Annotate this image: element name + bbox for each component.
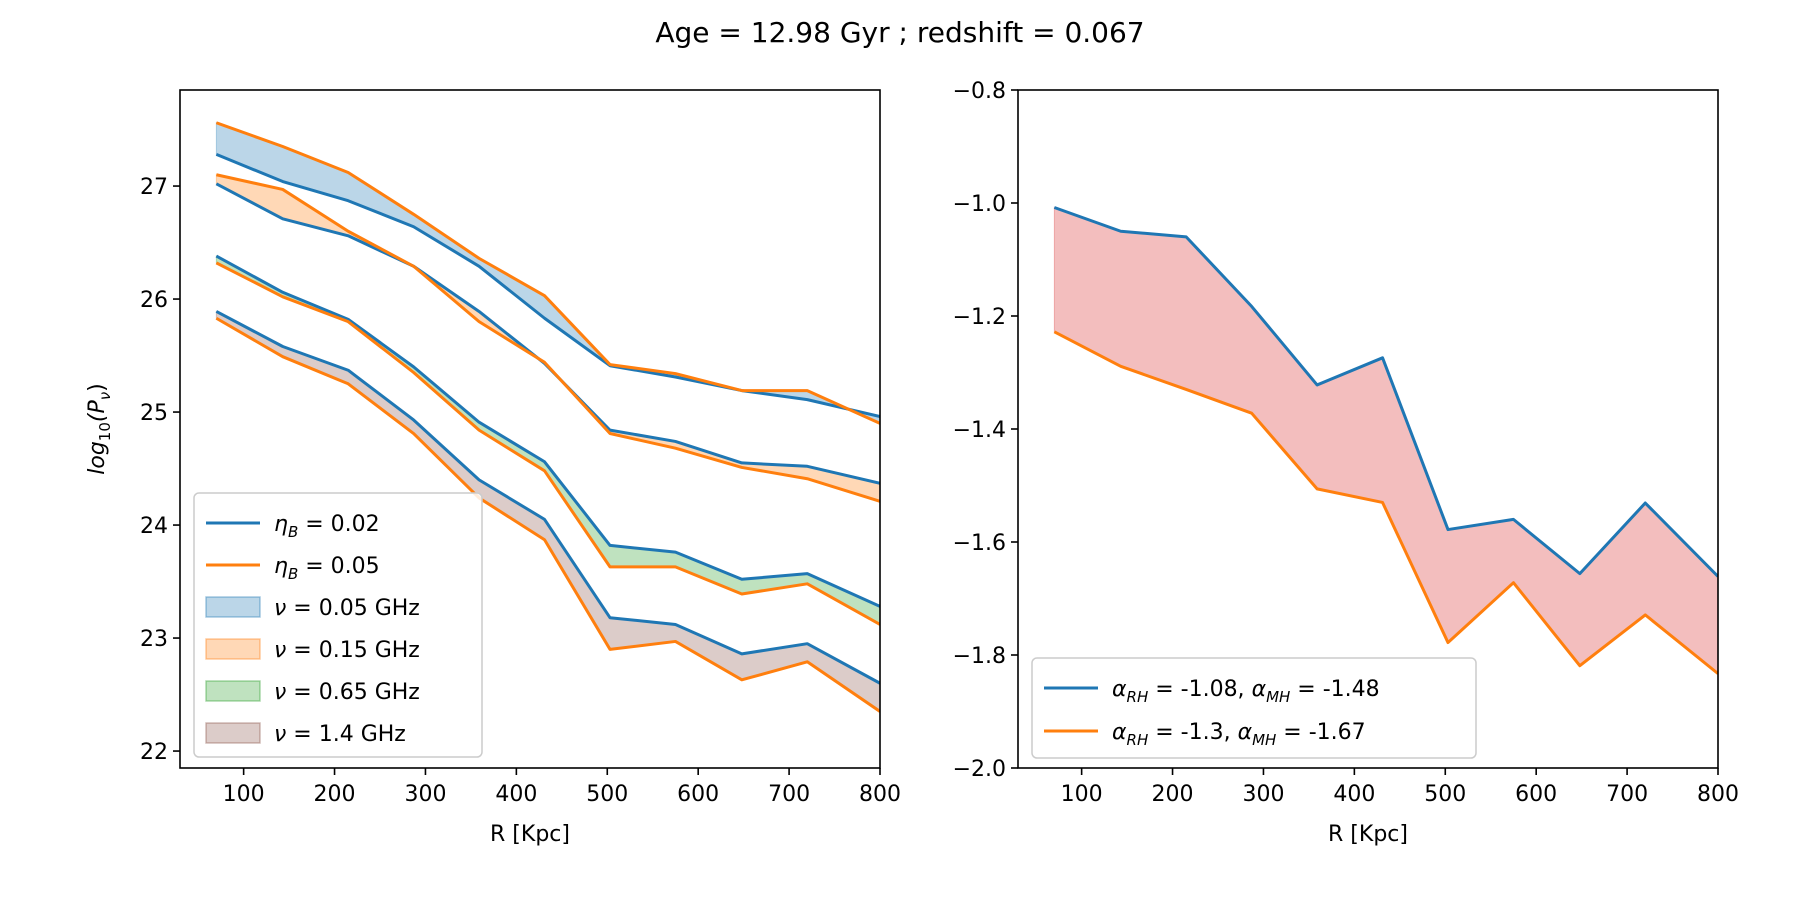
series-line-0-7: [215, 316, 880, 713]
x-tick-label-0-3: 400: [495, 782, 537, 807]
x-tick-label-1-7: 800: [1697, 782, 1739, 807]
legend-patch-label-0: ν = 0.05 GHz: [274, 596, 420, 621]
y-tick-label-1-0: −2.0: [953, 757, 1006, 782]
y-tick-label-1-6: −0.8: [953, 79, 1006, 104]
x-tick-label-1-0: 100: [1061, 782, 1103, 807]
legend-patch-label-2: ν = 0.65 GHz: [274, 680, 420, 705]
axes-frame-0: [179, 89, 881, 769]
series-line-0-3: [216, 173, 880, 503]
series-line-1-1: [1053, 330, 1718, 675]
legend-patch-swatch-0: [205, 596, 261, 618]
legend-patch-label-3: ν = 1.4 GHz: [274, 722, 406, 747]
left-panel: 100 200 300 400 500 600 700 800 22 23 24 25 26 27 R [K…: [85, 89, 901, 847]
x-tick-label-0-1: 200: [314, 782, 356, 807]
y-tick-label-0-0: 22: [140, 740, 168, 765]
legend-box-1: [1031, 657, 1477, 759]
x-tick-label-1-4: 500: [1424, 782, 1466, 807]
x-tick-label-0-4: 500: [586, 782, 628, 807]
x-axis-label-0: R [Kpc]: [490, 822, 570, 847]
legend-line-label-r-0: αRH = -1.08, αMH = -1.48: [1112, 677, 1380, 706]
y-tick-label-0-2: 24: [140, 514, 168, 539]
x-tick-label-1-3: 400: [1333, 782, 1375, 807]
x-tick-label-1-2: 300: [1242, 782, 1284, 807]
legend-line-label-r-1: αRH = -1.3, αMH = -1.67: [1112, 720, 1366, 749]
x-tick-label-1-6: 700: [1606, 782, 1648, 807]
legend-line-label-0: ηB = 0.02: [274, 512, 380, 541]
x-tick-label-0-6: 700: [768, 782, 810, 807]
x-tick-label-0-2: 300: [404, 782, 446, 807]
y-tick-label-0-5: 27: [140, 175, 168, 200]
y-tick-label-0-3: 25: [140, 401, 168, 426]
plot-area-1: [1053, 206, 1718, 675]
figure-suptitle: Age = 12.98 Gyr ; redshift = 0.067: [655, 16, 1144, 49]
legend-patch-swatch-1: [205, 638, 261, 660]
series-line-0-1: [215, 121, 880, 425]
y-tick-label-1-4: −1.2: [953, 305, 1006, 330]
x-tick-label-0-0: 100: [223, 782, 265, 807]
legend-patch-swatch-3: [205, 722, 261, 744]
legend-box-0: [193, 492, 483, 758]
y-axis-label-0: log10(Pν): [85, 383, 114, 474]
y-tick-label-0-1: 23: [140, 627, 168, 652]
series-line-0-6: [215, 310, 880, 685]
plot-area-0: [215, 121, 880, 713]
series-line-0-0: [215, 153, 880, 419]
y-tick-label-0-4: 26: [140, 288, 168, 313]
y-tick-label-1-3: −1.4: [953, 418, 1006, 443]
x-tick-label-1-1: 200: [1152, 782, 1194, 807]
series-line-0-5: [215, 261, 880, 626]
x-tick-label-0-5: 600: [677, 782, 719, 807]
right-panel: 100 200 300 400 500 600 700 800 −2.0 −1.8 −1.6 −1.4…: [953, 79, 1739, 847]
series-line-1-0: [1053, 206, 1718, 578]
x-axis-label-1: R [Kpc]: [1328, 822, 1408, 847]
series-line-0-4: [215, 254, 880, 608]
y-tick-label-1-2: −1.6: [953, 531, 1006, 556]
y-tick-label-1-1: −1.8: [953, 644, 1006, 669]
legend-line-label-1: ηB = 0.05: [274, 554, 380, 583]
legend-patch-swatch-2: [205, 680, 261, 702]
y-tick-label-1-5: −1.0: [953, 192, 1006, 217]
legend-patch-label-1: ν = 0.15 GHz: [274, 638, 420, 663]
x-tick-label-0-7: 800: [859, 782, 901, 807]
x-tick-label-1-5: 600: [1515, 782, 1557, 807]
